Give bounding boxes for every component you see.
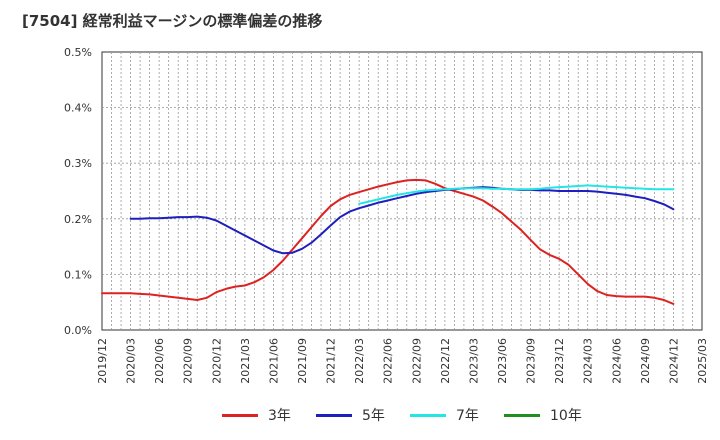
x-tick-label: 2023/06 [496, 338, 509, 384]
x-tick-label: 2021/09 [296, 338, 309, 384]
x-tick-label: 2023/03 [467, 338, 480, 384]
legend-label: 5年 [362, 408, 385, 424]
x-tick-label: 2021/12 [325, 338, 338, 384]
series-line-1 [129, 186, 675, 255]
x-tick-label: 2024/06 [610, 338, 623, 384]
x-tick-label: 2020/06 [153, 338, 166, 384]
legend-label: 7年 [456, 408, 479, 424]
x-tick-label: 2020/12 [210, 338, 223, 384]
series-line-2 [358, 184, 675, 205]
axis-layer: 0.0% 0.1% 0.2% 0.3% 0.4% 0.5% 2019/12 2020/03 20… [64, 46, 709, 384]
y-tick-label: 0.2% [64, 213, 92, 226]
y-tick-label: 0.1% [64, 268, 92, 281]
x-tick-label: 2024/03 [582, 338, 595, 384]
legend-label: 3年 [268, 408, 291, 424]
x-tick-label: 2023/09 [525, 338, 538, 384]
x-tick-label: 2020/09 [182, 338, 195, 384]
x-tick-label: 2024/09 [639, 338, 652, 384]
x-tick-label: 2022/03 [353, 338, 366, 384]
legend-swatch [410, 413, 446, 417]
y-tick-label: 0.0% [64, 324, 92, 337]
series-line-0 [101, 178, 675, 305]
series-layer [101, 178, 675, 305]
x-tick-label: 2022/09 [410, 338, 423, 384]
x-tick-label: 2021/03 [239, 338, 252, 384]
y-tick-label: 0.3% [64, 157, 92, 170]
x-tick-label: 2022/06 [382, 338, 395, 384]
plot-frame [101, 51, 703, 331]
legend-swatch [504, 413, 540, 417]
x-tick-label: 2025/03 [696, 338, 709, 384]
x-tick-label: 2019/12 [96, 338, 109, 384]
legend: 3年 5年 7年 10年 [0, 402, 720, 428]
grid-layer [101, 51, 703, 331]
legend-swatch [222, 413, 258, 417]
legend-item-2: 7年 [410, 402, 479, 428]
legend-item-0: 3年 [222, 402, 291, 428]
x-tick-label: 2020/03 [125, 338, 138, 384]
y-tick-label: 0.4% [64, 102, 92, 115]
legend-item-3: 10年 [504, 402, 582, 428]
x-tick-label: 2024/12 [667, 338, 680, 384]
chart-title: [7504] 経常利益マージンの標準偏差の推移 [22, 12, 323, 30]
x-tick-label: 2021/06 [267, 338, 280, 384]
y-tick-label: 0.5% [64, 46, 92, 59]
x-tick-label: 2023/12 [553, 338, 566, 384]
legend-swatch [316, 413, 352, 417]
legend-label: 10年 [550, 408, 582, 424]
legend-item-1: 5年 [316, 402, 385, 428]
x-tick-label: 2022/12 [439, 338, 452, 384]
